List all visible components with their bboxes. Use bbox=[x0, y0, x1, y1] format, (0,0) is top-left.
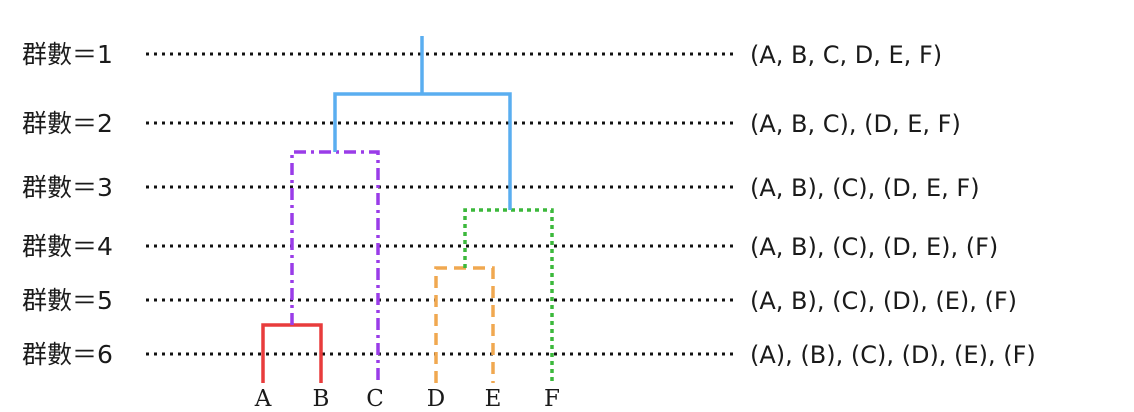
level-row: 群數＝2 (A, B, C), (D, E, F) bbox=[22, 109, 961, 138]
partition-text: (A, B), (C), (D, E), (F) bbox=[750, 233, 998, 261]
leaf-label: B bbox=[313, 386, 330, 412]
partition-text: (A, B, C, D, E, F) bbox=[750, 41, 942, 69]
level-label: 群數＝1 bbox=[22, 40, 113, 69]
leaf-label: C bbox=[366, 386, 384, 412]
level-label: 群數＝4 bbox=[22, 232, 113, 261]
level-row: 群數＝6 (A), (B), (C), (D), (E), (F) bbox=[22, 340, 1036, 369]
level-row: 群數＝4 (A, B), (C), (D, E), (F) bbox=[22, 232, 998, 261]
leaf-label: A bbox=[254, 386, 272, 412]
level-row: 群數＝5 (A, B), (C), (D), (E), (F) bbox=[22, 286, 1017, 315]
level-label: 群數＝6 bbox=[22, 340, 113, 369]
merge-ab-c-branch bbox=[290, 150, 380, 383]
level-row: 群數＝3 (A, B), (C), (D, E, F) bbox=[22, 173, 980, 202]
merge-d-e-branch bbox=[434, 266, 495, 383]
partition-text: (A, B), (C), (D, E, F) bbox=[750, 174, 980, 202]
merge-de-f-branch bbox=[463, 208, 554, 383]
partition-text: (A, B, C), (D, E, F) bbox=[750, 110, 961, 138]
leaf-label: F bbox=[544, 386, 560, 412]
partition-text: (A), (B), (C), (D), (E), (F) bbox=[750, 341, 1036, 369]
leaf-label: E bbox=[485, 386, 502, 412]
partition-text: (A, B), (C), (D), (E), (F) bbox=[750, 287, 1017, 315]
level-label: 群數＝5 bbox=[22, 286, 113, 315]
leaf-label: D bbox=[427, 386, 445, 412]
level-label: 群數＝3 bbox=[22, 173, 113, 202]
level-label: 群數＝2 bbox=[22, 109, 113, 138]
level-row: 群數＝1 (A, B, C, D, E, F) bbox=[22, 40, 942, 69]
